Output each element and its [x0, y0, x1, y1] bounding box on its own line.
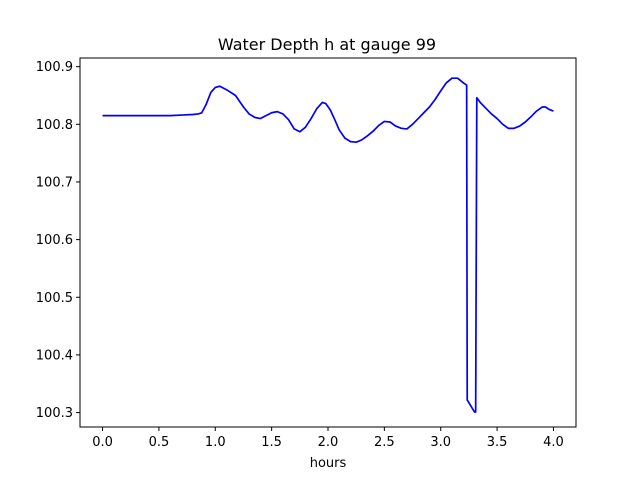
- series-layer: [102, 77, 554, 413]
- y-tick-label: 100.7: [36, 175, 73, 190]
- y-tick-label: 100.8: [36, 118, 73, 133]
- y-tick-label: 100.6: [36, 233, 73, 248]
- x-tick-label: 3.0: [430, 435, 451, 450]
- x-tick-label: 2.5: [374, 435, 395, 450]
- y-tick-label: 100.4: [36, 348, 73, 363]
- x-tick-label: 1.0: [205, 435, 226, 450]
- y-tick-label: 100.9: [36, 60, 73, 75]
- plot-frame: [79, 57, 577, 428]
- x-tick-label: 0.0: [92, 435, 113, 450]
- y-axis-ticks: 100.3 100.4 100.5 100.6 100.7 100.8 100.9: [36, 60, 80, 421]
- x-axis-label: hours: [310, 456, 347, 471]
- x-tick-label: 4.0: [543, 435, 564, 450]
- y-tick-label: 100.5: [36, 291, 73, 306]
- y-tick-label: 100.3: [36, 406, 73, 421]
- series-line-0: [102, 77, 554, 413]
- x-tick-label: 0.5: [149, 435, 170, 450]
- chart-title: Water Depth h at gauge 99: [218, 35, 436, 54]
- x-axis-ticks: 0.0 0.5 1.0 1.5 2.0 2.5 3.0 3.5 4.0: [92, 427, 564, 450]
- x-tick-label: 3.5: [487, 435, 508, 450]
- x-tick-label: 1.5: [261, 435, 282, 450]
- x-tick-label: 2.0: [318, 435, 339, 450]
